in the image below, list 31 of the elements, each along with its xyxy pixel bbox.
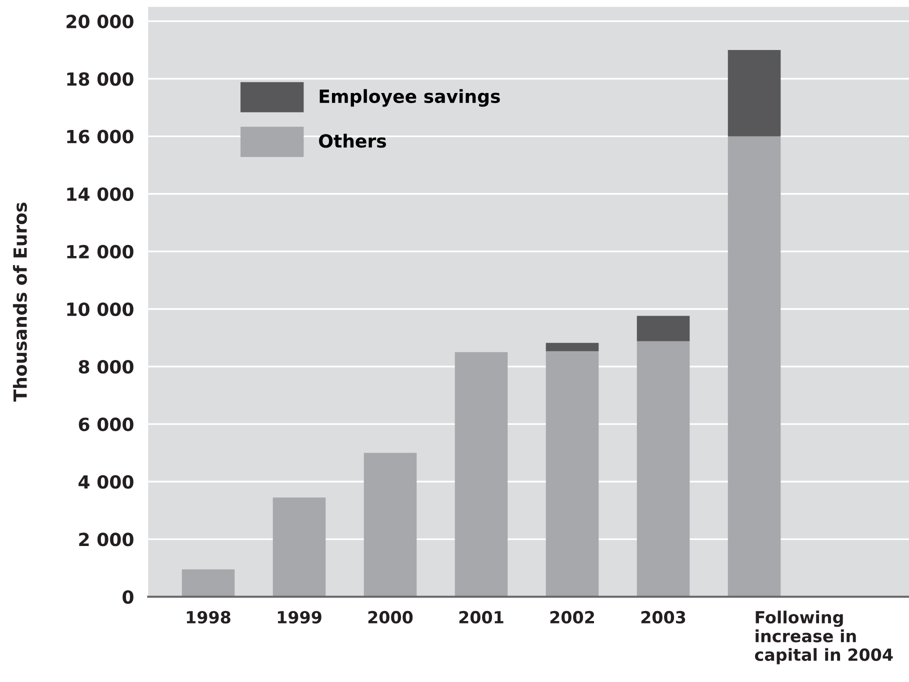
y-tick-label: 12 000 — [67, 244, 134, 259]
y-tick-label: 8 000 — [78, 360, 134, 374]
bar — [272, 497, 326, 597]
y-tick-label: 20 000 — [66, 14, 134, 28]
legend-label: Others — [319, 134, 386, 148]
bar — [636, 341, 690, 597]
bar — [728, 136, 781, 597]
y-tick-label: 4 000 — [78, 475, 134, 489]
y-tick-label: 0 — [122, 590, 134, 604]
legend-label: Employee savings — [320, 89, 500, 107]
bar — [182, 569, 235, 597]
y-tick-label: 6 000 — [78, 418, 134, 432]
y-tick-label: 10 000 — [67, 302, 134, 316]
x-tick-label: 2002 — [550, 610, 594, 624]
bar — [546, 342, 599, 352]
bar — [454, 352, 508, 597]
y-tick-label: 2 000 — [79, 532, 134, 546]
bar — [728, 50, 781, 136]
x-tick-label: 1998 — [186, 610, 230, 624]
bar — [364, 452, 417, 597]
x-tick-label: 2003 — [641, 610, 686, 624]
x-tick-label: 2001 — [459, 610, 504, 624]
bar — [546, 351, 599, 597]
y-tick-label: 14 000 — [67, 187, 134, 201]
x-tick-label: 2000 — [368, 610, 413, 624]
y-tick-label: 16 000 — [67, 130, 134, 144]
y-axis-title: Thousands of Euros — [12, 202, 27, 402]
bar — [636, 316, 690, 342]
y-tick-label: 18 000 — [67, 72, 134, 86]
x-tick-label: 1999 — [278, 610, 322, 624]
x-tick-label: Following increase in capital in 2004 — [755, 610, 893, 664]
